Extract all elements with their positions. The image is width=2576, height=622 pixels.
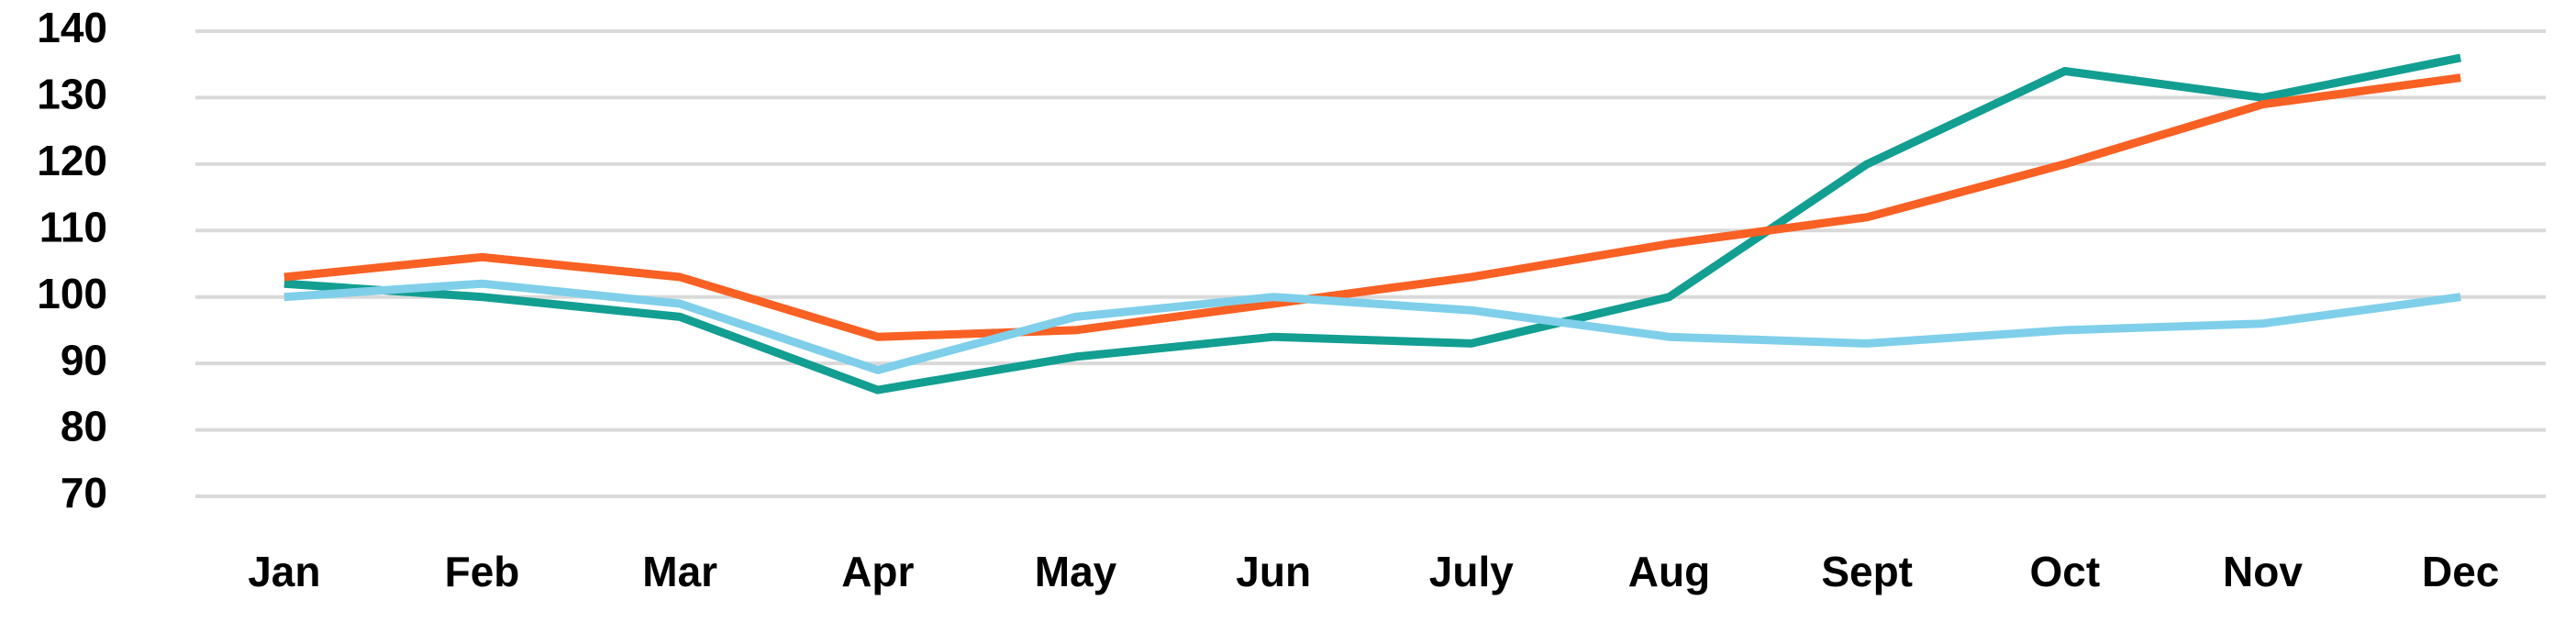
x-tick-label: Oct	[2029, 548, 2100, 595]
x-tick-label: Feb	[445, 548, 520, 595]
x-tick-label: Apr	[841, 548, 914, 595]
y-tick-label: 140	[37, 4, 107, 51]
y-tick-label: 100	[37, 270, 107, 317]
x-tick-label: Mar	[642, 548, 717, 595]
x-tick-label: Nov	[2223, 548, 2303, 595]
x-tick-label: May	[1035, 548, 1117, 595]
line-series	[283, 73, 2461, 341]
x-tick-label: Sept	[1821, 548, 1913, 595]
y-tick-label: 90	[61, 336, 107, 383]
y-tick-label: 130	[37, 71, 107, 118]
y-tick-label: 120	[37, 137, 107, 184]
y-tick-label: 80	[61, 403, 107, 450]
x-tick-label: Jan	[248, 548, 320, 595]
line-series	[283, 279, 2461, 374]
line-series	[283, 53, 2462, 394]
x-tick-label: Jun	[1236, 548, 1311, 595]
x-tick-label: July	[1429, 548, 1514, 595]
y-tick-label: 70	[61, 469, 107, 516]
x-tick-label: Dec	[2422, 548, 2499, 595]
x-tick-label: Aug	[1628, 548, 1710, 595]
y-tick-label: 110	[39, 203, 107, 250]
